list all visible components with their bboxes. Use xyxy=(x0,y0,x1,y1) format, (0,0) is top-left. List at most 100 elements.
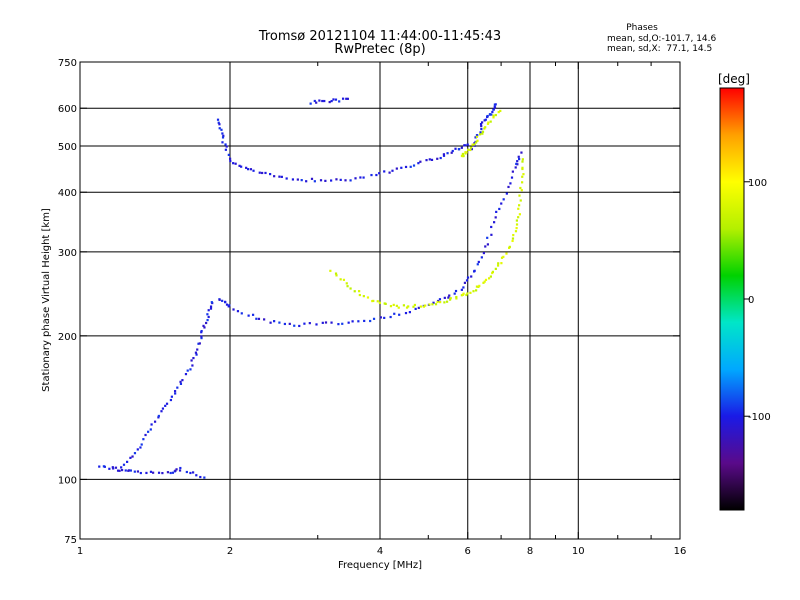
data-point xyxy=(383,170,386,173)
data-point xyxy=(339,178,342,181)
data-point xyxy=(203,476,206,479)
data-point xyxy=(309,102,312,105)
x-tick-label: 6 xyxy=(465,546,471,557)
data-point xyxy=(473,143,476,146)
data-point xyxy=(199,475,202,479)
data-point xyxy=(372,299,375,303)
data-point xyxy=(166,471,170,474)
data-point xyxy=(508,245,511,248)
data-point xyxy=(255,317,258,320)
data-point xyxy=(174,392,177,395)
data-point xyxy=(165,402,169,405)
data-point xyxy=(229,159,232,163)
data-point xyxy=(341,97,345,100)
data-point xyxy=(209,305,213,308)
data-point xyxy=(293,324,296,327)
data-point xyxy=(335,178,338,181)
data-point xyxy=(375,173,378,177)
data-point xyxy=(278,321,281,324)
data-point xyxy=(462,154,465,158)
data-point xyxy=(342,278,346,281)
data-point xyxy=(218,127,221,130)
data-point xyxy=(462,292,465,295)
data-point xyxy=(136,448,139,451)
data-point xyxy=(518,204,521,207)
data-point xyxy=(236,310,240,313)
data-point xyxy=(402,304,406,307)
data-point xyxy=(222,134,225,137)
data-point xyxy=(224,301,227,304)
data-point xyxy=(103,465,106,468)
chart-subtitle: RwPretec (8p) xyxy=(334,42,425,57)
data-point xyxy=(140,443,143,446)
data-point xyxy=(491,271,494,275)
data-point xyxy=(462,286,465,289)
data-point xyxy=(224,148,227,151)
data-point xyxy=(515,223,519,226)
data-point xyxy=(114,466,118,469)
data-point xyxy=(181,379,184,382)
data-point xyxy=(446,152,449,155)
data-point xyxy=(133,470,136,473)
data-point xyxy=(315,323,318,326)
data-point xyxy=(479,122,483,126)
data-point xyxy=(461,152,465,156)
y-axis-label: Stationary phase Virtual Height [km] xyxy=(41,208,52,392)
data-point xyxy=(442,153,446,156)
data-point xyxy=(445,300,449,303)
data-point xyxy=(379,316,382,319)
data-point xyxy=(261,171,264,175)
data-point xyxy=(363,319,366,323)
data-point xyxy=(443,301,446,304)
data-point xyxy=(419,160,422,163)
data-point xyxy=(118,469,121,472)
data-point xyxy=(483,280,486,283)
data-point xyxy=(465,293,468,297)
data-point xyxy=(349,179,352,182)
data-point xyxy=(221,136,225,139)
data-point xyxy=(475,135,479,138)
data-point xyxy=(195,474,198,477)
data-point xyxy=(328,100,331,104)
data-point xyxy=(179,466,182,470)
y-tick-label: 500 xyxy=(58,142,77,153)
data-point xyxy=(370,173,373,177)
data-point xyxy=(310,177,314,180)
data-point xyxy=(315,101,318,104)
data-point xyxy=(492,114,495,117)
data-point xyxy=(497,110,500,114)
y-tick-label: 200 xyxy=(58,332,77,343)
data-point xyxy=(464,151,467,154)
data-point xyxy=(346,97,349,100)
data-point xyxy=(516,160,519,163)
data-point xyxy=(206,313,209,316)
data-point xyxy=(173,390,177,393)
data-point xyxy=(288,322,291,325)
data-point xyxy=(323,99,326,103)
data-point xyxy=(358,290,361,293)
data-point xyxy=(176,386,179,389)
data-point xyxy=(450,151,453,154)
data-point xyxy=(357,320,360,323)
data-point xyxy=(500,202,503,205)
data-point xyxy=(473,144,477,147)
data-point xyxy=(409,165,412,168)
data-point xyxy=(308,322,311,325)
data-point xyxy=(161,407,165,410)
data-point xyxy=(517,207,520,210)
data-point xyxy=(111,466,114,469)
data-point xyxy=(464,152,467,155)
x-axis-label: Frequency [MHz] xyxy=(338,560,422,571)
data-point xyxy=(490,233,493,236)
data-point xyxy=(157,414,160,418)
data-point xyxy=(346,285,349,288)
data-point xyxy=(451,149,454,153)
data-point xyxy=(469,148,472,152)
grid-lines xyxy=(80,62,680,539)
data-point xyxy=(491,270,495,273)
data-point xyxy=(475,141,478,144)
data-point xyxy=(300,179,303,182)
data-point xyxy=(454,289,458,293)
data-point xyxy=(492,108,495,111)
data-point xyxy=(216,118,220,121)
